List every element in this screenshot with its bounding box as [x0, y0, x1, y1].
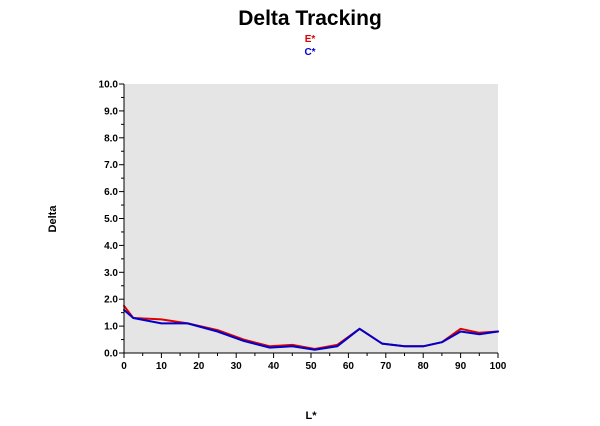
x-tick-label: 90: [455, 361, 467, 372]
series-line-c-1: [123, 309, 499, 351]
y-tick-label: 8.0: [104, 133, 118, 144]
x-tick-label: 100: [490, 361, 507, 372]
y-tick-label: 6.0: [104, 187, 118, 198]
y-tick-label: 4.0: [104, 241, 118, 252]
x-tick-label: 80: [418, 361, 430, 372]
y-tick-label: 10.0: [99, 80, 119, 91]
chart-title: Delta Tracking: [238, 7, 382, 30]
x-axis-label: L*: [306, 410, 318, 422]
x-axis-ticks: 0 10 20 30 40 50 60 70 80 90 100: [121, 353, 507, 372]
y-tick-label: 5.0: [104, 214, 118, 225]
x-tick-label: 40: [268, 361, 280, 372]
y-tick-label: 0.0: [104, 349, 118, 360]
y-tick-label: 7.0: [104, 160, 118, 171]
y-tick-label: 2.0: [104, 295, 118, 306]
x-tick-label: 30: [231, 361, 243, 372]
x-tick-label: 0: [121, 361, 127, 372]
y-axis-label: Delta: [47, 205, 59, 233]
x-tick-label: 50: [305, 361, 317, 372]
x-tick-label: 10: [156, 361, 168, 372]
x-tick-label: 20: [193, 361, 205, 372]
y-tick-label: 3.0: [104, 268, 118, 279]
x-tick-label: 60: [343, 361, 355, 372]
x-tick-label: 70: [380, 361, 392, 372]
y-tick-label: 1.0: [104, 322, 118, 333]
y-tick-label: 9.0: [104, 106, 118, 117]
series-lines: [123, 304, 499, 351]
legend-entry-e: E*: [305, 34, 316, 45]
plot-area: [124, 84, 498, 353]
legend-entry-c: C*: [304, 47, 315, 58]
y-axis-ticks: 0.0 1.0 2.0 3.0 4.0 5.0 6.0 7.0 8.0 9.0 10.0: [99, 80, 124, 360]
